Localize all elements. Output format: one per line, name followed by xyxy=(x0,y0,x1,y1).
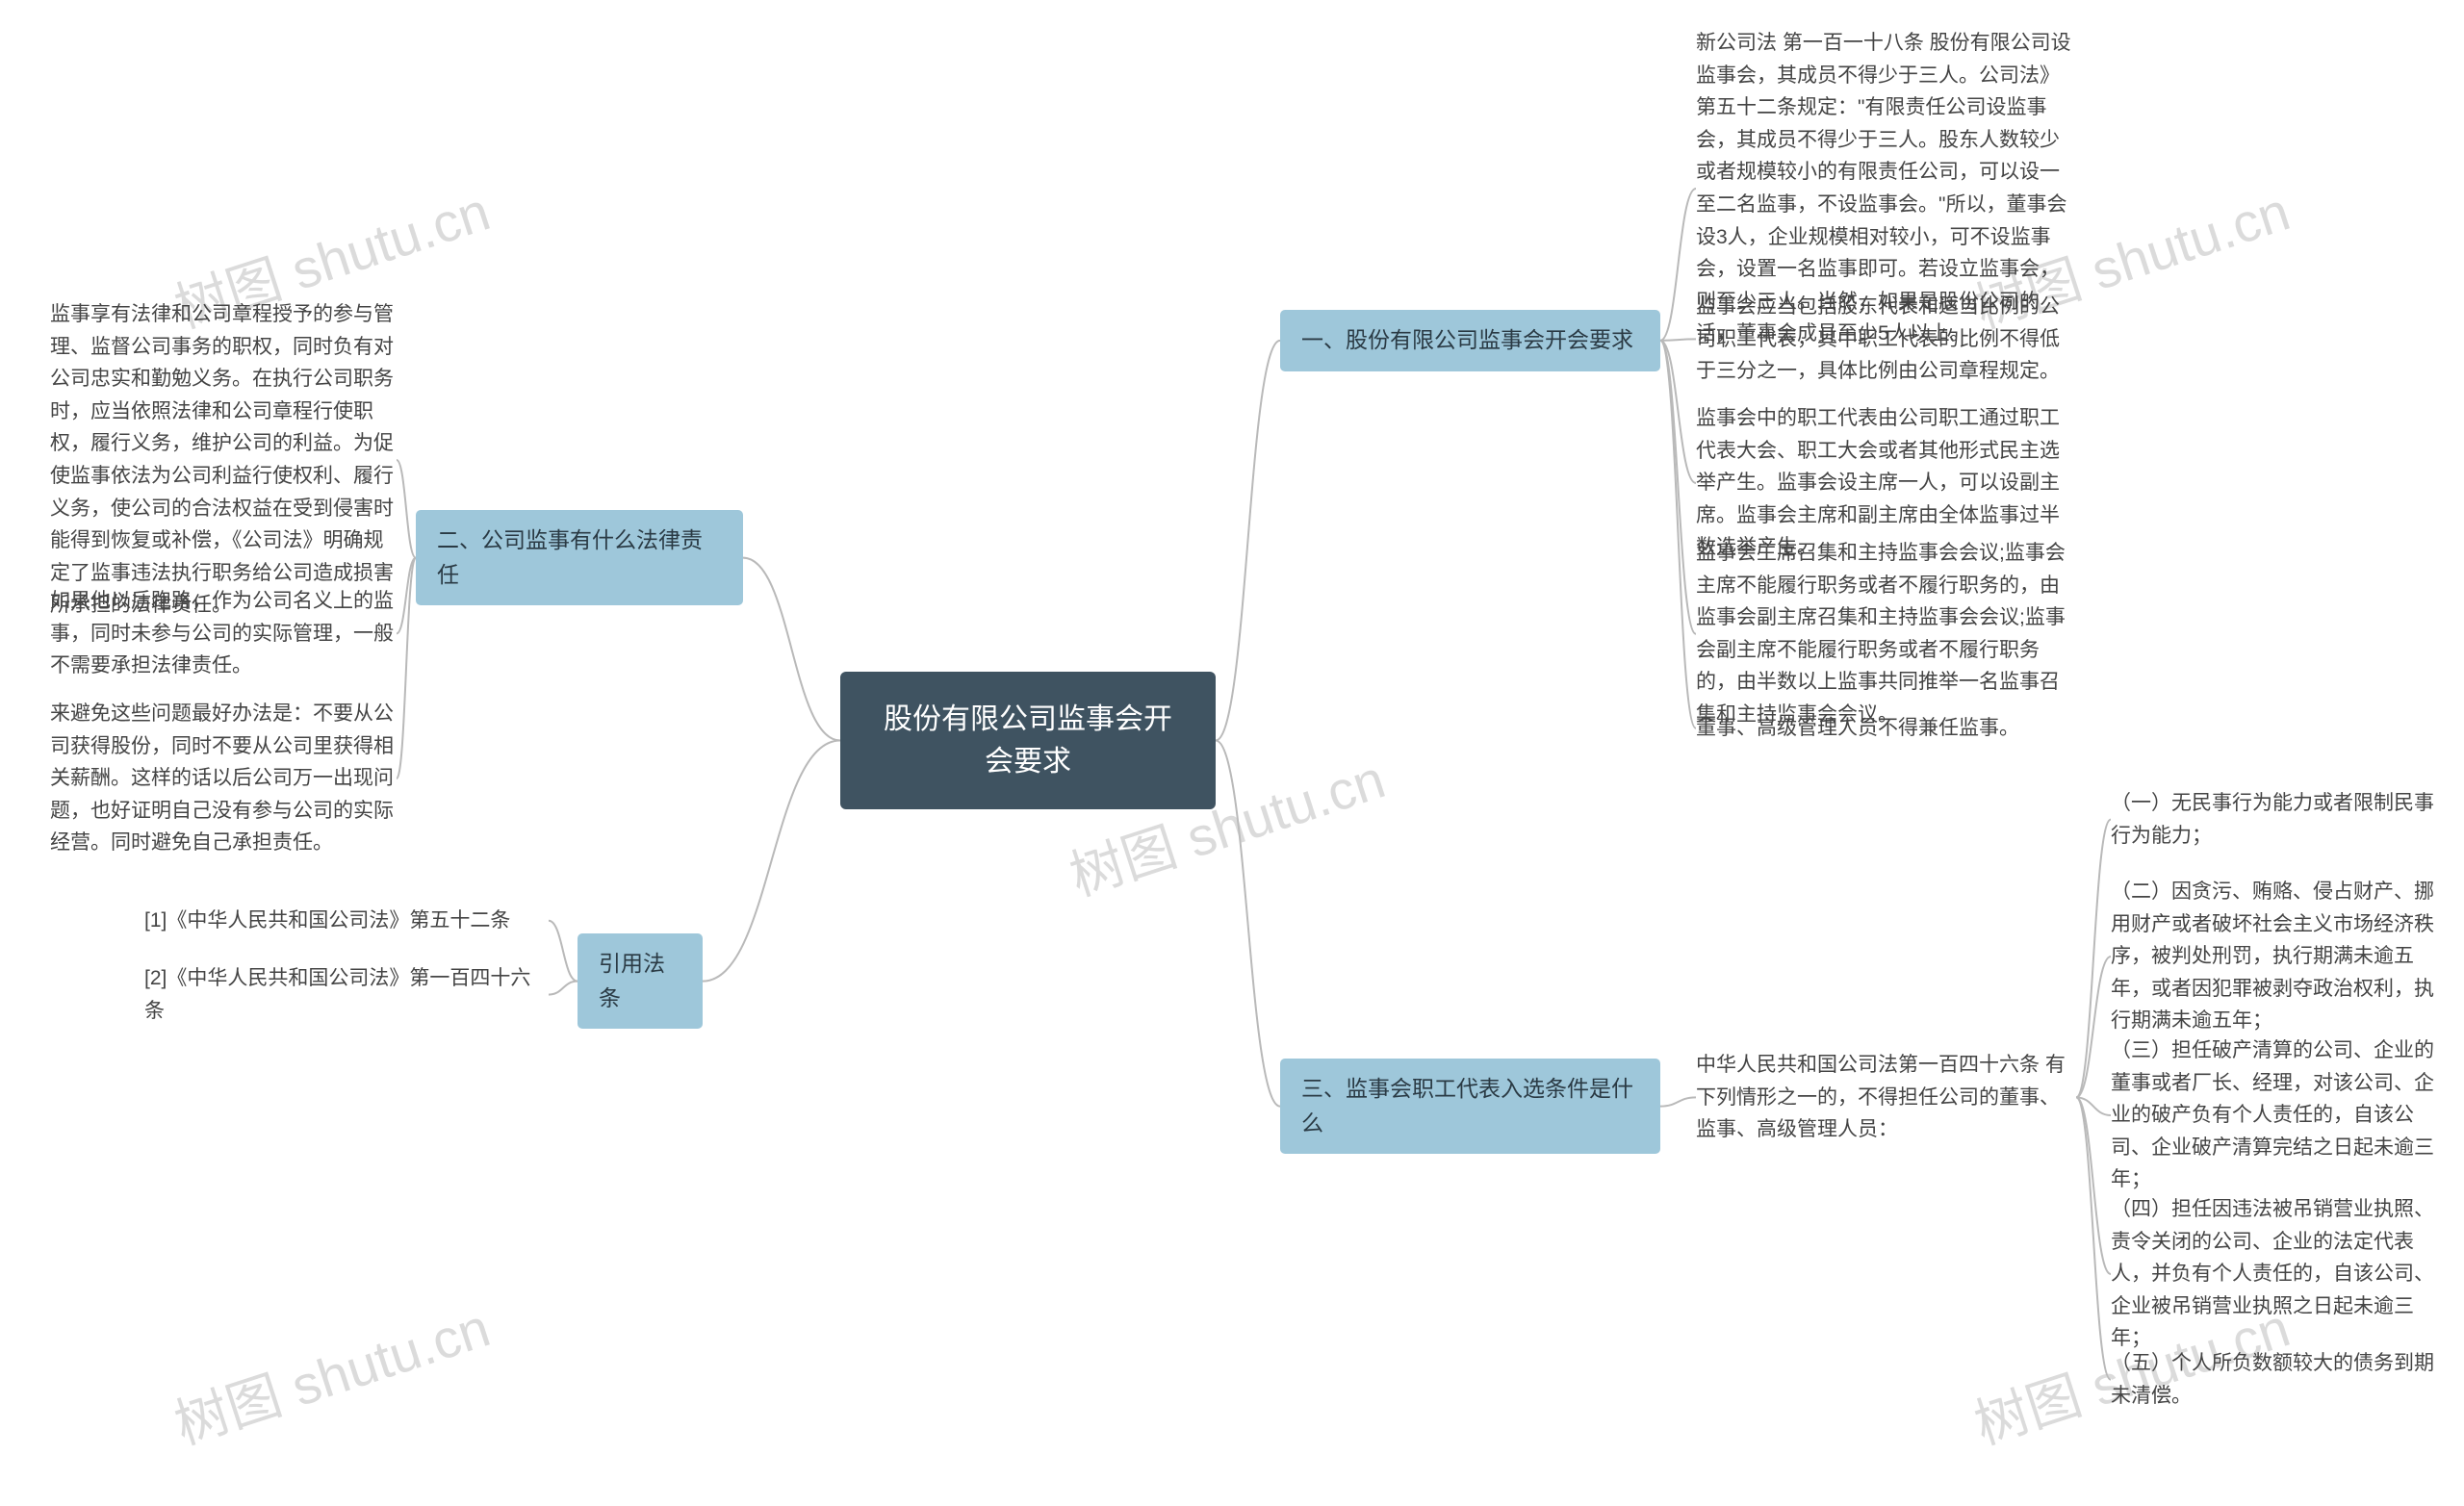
leaf-node: （五）个人所负数额较大的债务到期未清偿。 xyxy=(2111,1347,2450,1412)
leaf-node: 如果他以后跑路，作为公司名义上的监事，同时未参与公司的实际管理，一般不需要承担法… xyxy=(50,585,397,682)
leaf-node: 来避免这些问题最好办法是：不要从公司获得股份，同时不要从公司里获得相关薪酬。这样… xyxy=(50,698,397,859)
leaf-node: （二）因贪污、贿赂、侵占财产、挪用财产或者破坏社会主义市场经济秩序，被判处刑罚，… xyxy=(2111,876,2450,1037)
leaf-node: 监事会主席召集和主持监事会会议;监事会主席不能履行职务或者不履行职务的，由监事会… xyxy=(1696,537,2076,731)
sub-node: 中华人民共和国公司法第一百四十六条 有下列情形之一的，不得担任公司的董事、监事、… xyxy=(1696,1049,2076,1146)
branch-node: 三、监事会职工代表入选条件是什么 xyxy=(1280,1059,1660,1154)
leaf-node: （三）担任破产清算的公司、企业的董事或者厂长、经理，对该公司、企业的破产负有个人… xyxy=(2111,1034,2450,1196)
leaf-node: [1]《中华人民共和国公司法》第五十二条 xyxy=(144,905,549,937)
branch-node: 引用法条 xyxy=(578,933,703,1029)
branch-node: 二、公司监事有什么法律责任 xyxy=(416,510,743,605)
leaf-node: [2]《中华人民共和国公司法》第一百四十六条 xyxy=(144,962,549,1027)
leaf-node: （四）担任因违法被吊销营业执照、责令关闭的公司、企业的法定代表人，并负有个人责任… xyxy=(2111,1193,2450,1355)
leaf-node: （一）无民事行为能力或者限制民事行为能力； xyxy=(2111,787,2450,852)
leaf-node: 监事享有法律和公司章程授予的参与管理、监督公司事务的职权，同时负有对公司忠实和勤… xyxy=(50,298,397,622)
leaf-node: 董事、高级管理人员不得兼任监事。 xyxy=(1696,712,2076,745)
leaf-node: 监事会应当包括股东代表和适当比例的公司职工代表，其中职工代表的比例不得低于三分之… xyxy=(1696,291,2076,388)
mindmap-canvas: 树图 shutu.cn树图 shutu.cn树图 shutu.cn树图 shut… xyxy=(0,0,2464,1506)
branch-node: 一、股份有限公司监事会开会要求 xyxy=(1280,310,1660,371)
watermark: 树图 shutu.cn xyxy=(164,1285,499,1460)
root-node: 股份有限公司监事会开会要求 xyxy=(840,672,1216,809)
